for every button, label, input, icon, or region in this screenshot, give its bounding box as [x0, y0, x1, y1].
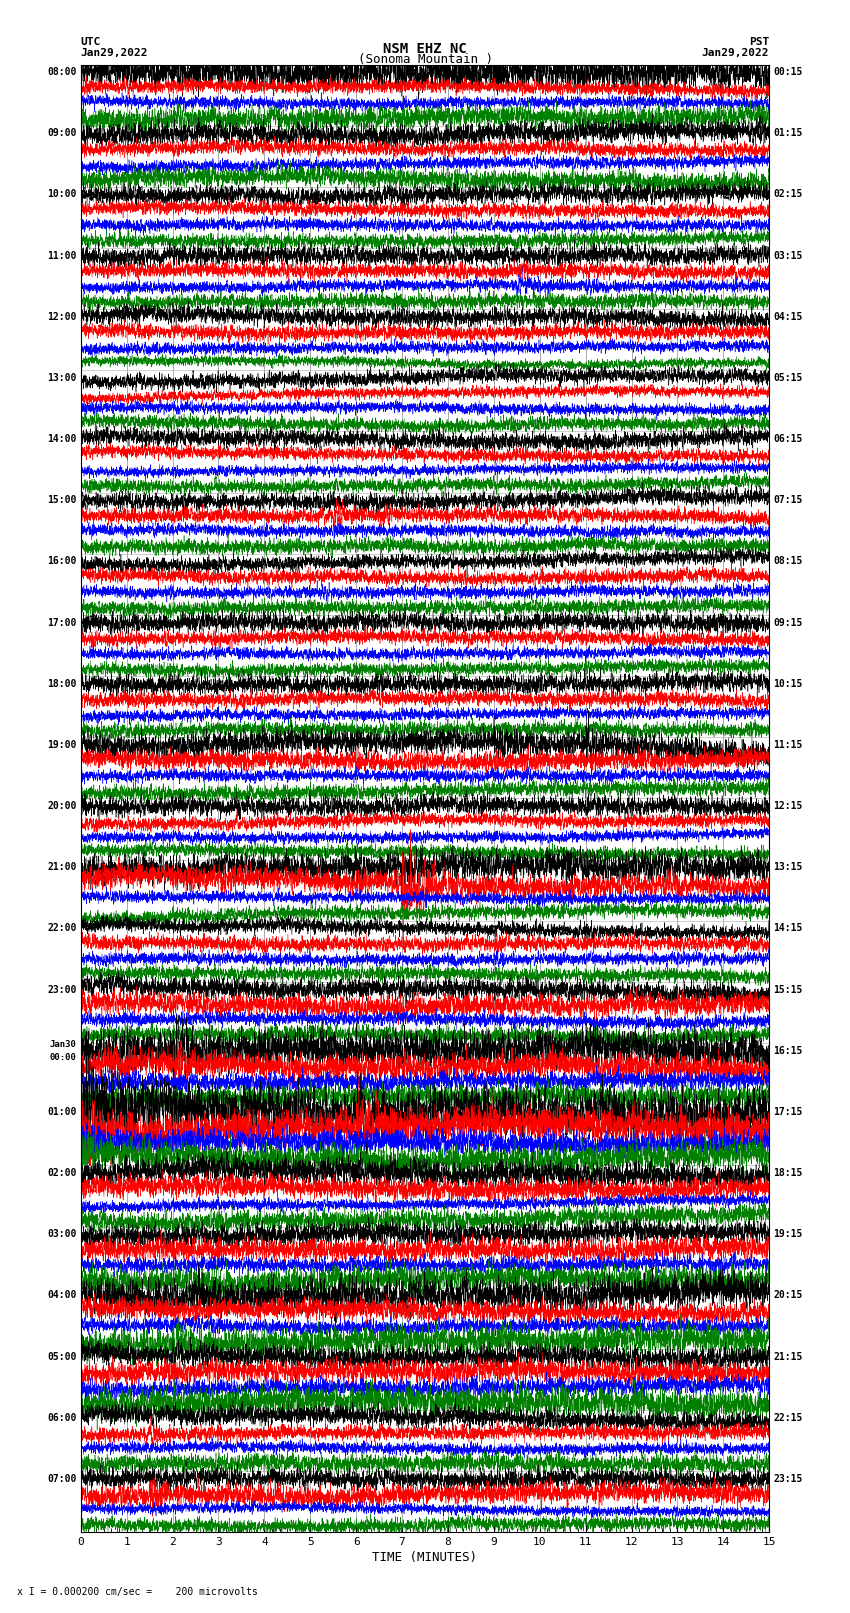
X-axis label: TIME (MINUTES): TIME (MINUTES): [372, 1552, 478, 1565]
Text: 06:15: 06:15: [774, 434, 803, 444]
Text: PST: PST: [749, 37, 769, 47]
Text: 11:15: 11:15: [774, 740, 803, 750]
Text: 23:00: 23:00: [47, 984, 76, 995]
Text: 00:00: 00:00: [49, 1053, 76, 1061]
Text: 22:00: 22:00: [47, 923, 76, 934]
Text: 05:00: 05:00: [47, 1352, 76, 1361]
Text: 05:15: 05:15: [774, 373, 803, 382]
Text: Jan30: Jan30: [49, 1040, 76, 1048]
Text: 06:00: 06:00: [47, 1413, 76, 1423]
Text: 16:15: 16:15: [774, 1045, 803, 1057]
Text: 17:15: 17:15: [774, 1107, 803, 1116]
Text: 17:00: 17:00: [47, 618, 76, 627]
Text: 09:15: 09:15: [774, 618, 803, 627]
Text: 19:15: 19:15: [774, 1229, 803, 1239]
Text: 21:00: 21:00: [47, 863, 76, 873]
Text: 08:00: 08:00: [47, 68, 76, 77]
Text: 03:15: 03:15: [774, 250, 803, 261]
Text: 09:00: 09:00: [47, 129, 76, 139]
Text: Jan29,2022: Jan29,2022: [702, 48, 769, 58]
Text: 07:00: 07:00: [47, 1474, 76, 1484]
Text: 11:00: 11:00: [47, 250, 76, 261]
Text: 15:00: 15:00: [47, 495, 76, 505]
Text: 04:00: 04:00: [47, 1290, 76, 1300]
Text: 14:00: 14:00: [47, 434, 76, 444]
Text: 01:15: 01:15: [774, 129, 803, 139]
Text: 13:15: 13:15: [774, 863, 803, 873]
Text: 20:00: 20:00: [47, 802, 76, 811]
Text: 13:00: 13:00: [47, 373, 76, 382]
Text: UTC: UTC: [81, 37, 101, 47]
Text: 19:00: 19:00: [47, 740, 76, 750]
Text: NSM EHZ NC: NSM EHZ NC: [383, 42, 467, 56]
Text: 23:15: 23:15: [774, 1474, 803, 1484]
Text: 16:00: 16:00: [47, 556, 76, 566]
Text: 04:15: 04:15: [774, 311, 803, 323]
Text: = 0.000200 cm/sec: = 0.000200 cm/sec: [421, 65, 542, 74]
Text: 00:15: 00:15: [774, 68, 803, 77]
Text: 07:15: 07:15: [774, 495, 803, 505]
Text: 18:00: 18:00: [47, 679, 76, 689]
Text: 22:15: 22:15: [774, 1413, 803, 1423]
Text: 12:00: 12:00: [47, 311, 76, 323]
Text: 02:15: 02:15: [774, 189, 803, 200]
Text: 12:15: 12:15: [774, 802, 803, 811]
Text: x I = 0.000200 cm/sec =    200 microvolts: x I = 0.000200 cm/sec = 200 microvolts: [17, 1587, 258, 1597]
Text: 21:15: 21:15: [774, 1352, 803, 1361]
Text: 02:00: 02:00: [47, 1168, 76, 1177]
Text: (Sonoma Mountain ): (Sonoma Mountain ): [358, 53, 492, 66]
Text: 18:15: 18:15: [774, 1168, 803, 1177]
Text: 08:15: 08:15: [774, 556, 803, 566]
Text: I: I: [409, 65, 416, 77]
Text: 03:00: 03:00: [47, 1229, 76, 1239]
Text: 20:15: 20:15: [774, 1290, 803, 1300]
Text: Jan29,2022: Jan29,2022: [81, 48, 148, 58]
Text: 14:15: 14:15: [774, 923, 803, 934]
Text: 10:15: 10:15: [774, 679, 803, 689]
Text: 01:00: 01:00: [47, 1107, 76, 1116]
Text: 10:00: 10:00: [47, 189, 76, 200]
Text: 15:15: 15:15: [774, 984, 803, 995]
